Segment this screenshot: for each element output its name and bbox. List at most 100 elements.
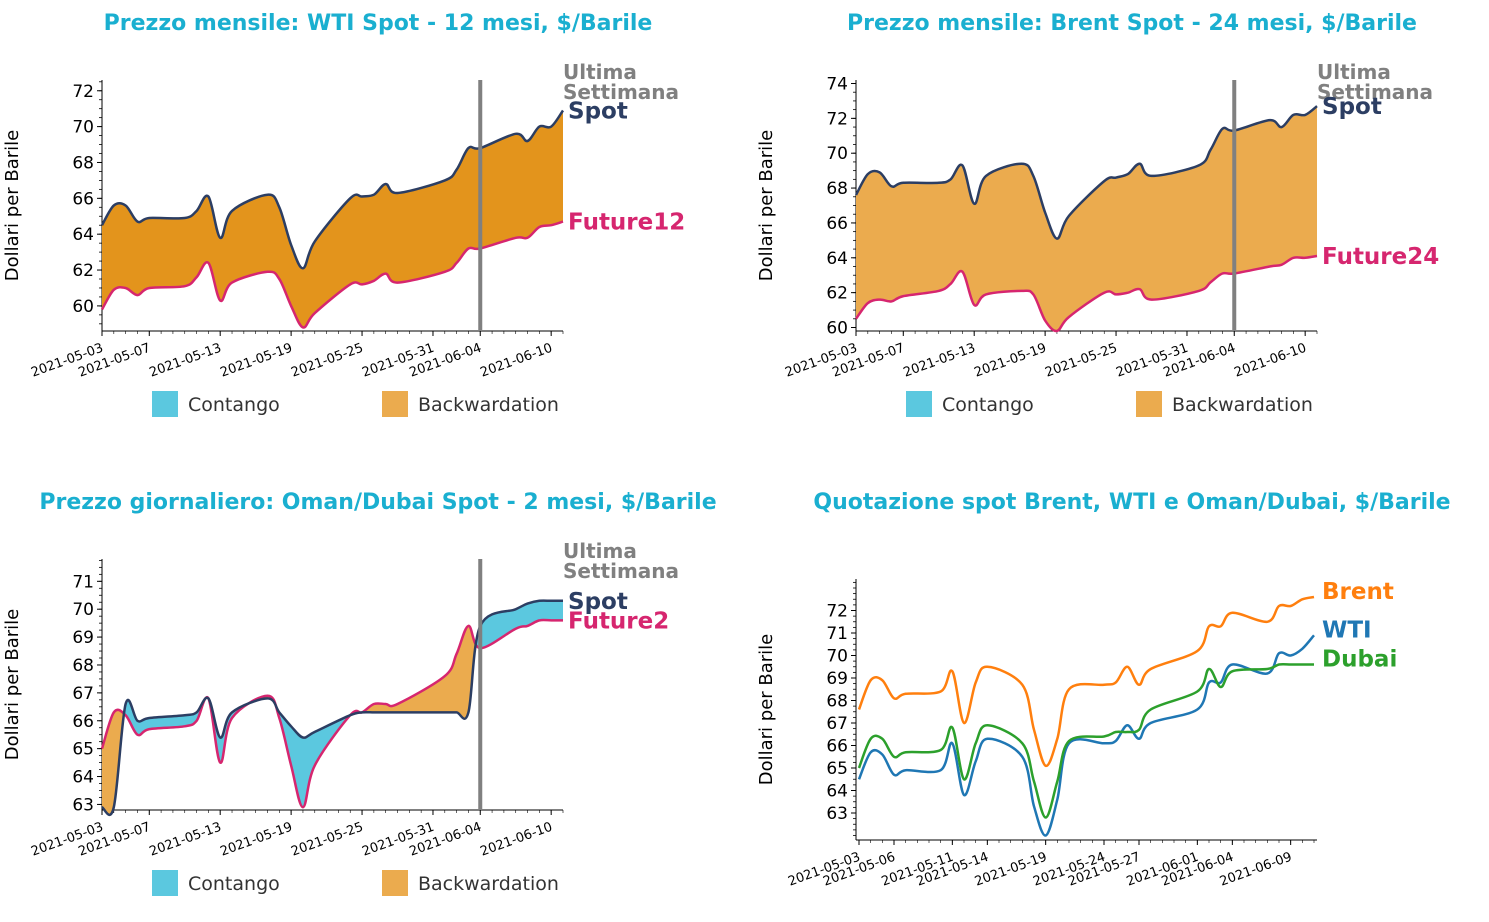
y-tick-label: 67 (826, 714, 848, 734)
y-tick-label: 66 (72, 712, 94, 732)
y-tick-label: 64 (826, 249, 848, 269)
y-tick-label: 68 (72, 656, 94, 676)
series-label-dubai: Dubai (1322, 647, 1397, 673)
x-tick-label: 2021-05-19 (218, 820, 294, 860)
series-line-brent (857, 595, 1315, 768)
legend-label-contango: Contango (188, 873, 280, 895)
y-tick-label: 65 (826, 759, 848, 779)
chart-title: Quotazione spot Brent, WTI e Oman/Dubai,… (813, 490, 1450, 515)
last-week-label: Ultima Settimana (563, 60, 679, 104)
legend-label-backwardation: Backwardation (418, 873, 559, 895)
legend-swatch-backwardation (382, 391, 408, 417)
x-tick-label: 2021-05-25 (289, 820, 365, 860)
y-tick-label: 64 (72, 225, 94, 245)
x-tick-label: 2021-06-10 (478, 341, 554, 381)
series-label-brent: Brent (1322, 579, 1394, 605)
y-tick-label: 60 (72, 297, 94, 317)
y-tick-label: 70 (826, 647, 848, 667)
y-tick-label: 72 (826, 109, 848, 129)
spot-series-label: Spot (568, 589, 628, 615)
spot-line (854, 105, 1318, 240)
legend-label-contango: Contango (188, 394, 280, 416)
chart-title: Prezzo mensile: WTI Spot - 12 mesi, $/Ba… (104, 11, 653, 36)
x-tick-label: 2021-05-13 (147, 820, 223, 860)
last-week-label-line1: Ultima (563, 60, 637, 84)
contango-area (102, 600, 563, 815)
spot-line (100, 109, 565, 270)
future-series-label: Future2 (568, 608, 669, 634)
x-tick-label: 2021-06-10 (478, 820, 554, 860)
y-axis-label: Dollari per Barile (2, 130, 23, 282)
y-tick-label: 72 (826, 602, 848, 622)
legend-swatch-contango (152, 391, 178, 417)
y-tick-label: 68 (826, 179, 848, 199)
y-tick-label: 71 (826, 624, 848, 644)
chart-title: Prezzo mensile: Brent Spot - 24 mesi, $/… (847, 11, 1417, 36)
spot-line (100, 599, 563, 817)
future-series-label: Future12 (568, 210, 685, 236)
y-tick-label: 70 (826, 144, 848, 164)
x-tick-label: 2021-05-25 (1043, 341, 1119, 381)
y-tick-label: 66 (826, 214, 848, 234)
legend-label-backwardation: Backwardation (418, 394, 559, 416)
x-tick-label: 2021-06-10 (1232, 341, 1308, 381)
y-tick-label: 62 (826, 284, 848, 304)
y-tick-label: 70 (72, 600, 94, 620)
series-label-wti: WTI (1322, 617, 1372, 643)
x-tick-label: 2021-05-25 (289, 341, 365, 381)
y-axis-label: Dollari per Barile (756, 130, 777, 282)
x-tick-label: 2021-05-19 (218, 341, 294, 381)
x-tick-label: 2021-05-19 (972, 341, 1048, 381)
series-line-dubai (857, 662, 1314, 819)
legend-swatch-backwardation (1136, 391, 1162, 417)
last-week-label-line2: Settimana (563, 80, 679, 104)
y-tick-label: 66 (72, 189, 94, 209)
x-tick-label: 2021-05-13 (147, 341, 223, 381)
last-week-label-line2: Settimana (563, 559, 679, 583)
y-tick-label: 69 (826, 669, 848, 689)
legend-swatch-contango (152, 870, 178, 896)
last-week-label: Ultima Settimana (1317, 60, 1433, 104)
chart-1: Prezzo mensile: WTI Spot - 12 mesi, $/Ba… (2, 11, 685, 417)
spot-series-label: Spot (568, 98, 628, 124)
y-tick-label: 62 (72, 261, 94, 281)
y-tick-label: 69 (72, 628, 94, 648)
future-line (854, 254, 1318, 333)
y-tick-label: 70 (72, 118, 94, 138)
last-week-label-line1: Ultima (1317, 60, 1391, 84)
last-week-label-line1: Ultima (563, 539, 637, 563)
y-tick-label: 65 (72, 740, 94, 760)
legend-label-contango: Contango (942, 394, 1034, 416)
y-tick-label: 68 (826, 692, 848, 712)
chart-title: Prezzo giornaliero: Oman/Dubai Spot - 2 … (39, 490, 716, 515)
chart-2: Prezzo mensile: Brent Spot - 24 mesi, $/… (756, 11, 1439, 417)
future-line (100, 618, 563, 809)
y-tick-label: 60 (826, 319, 848, 339)
x-tick-label: 2021-05-13 (901, 341, 977, 381)
y-axis-label: Dollari per Barile (2, 609, 23, 761)
future-line (100, 220, 564, 329)
y-tick-label: 63 (72, 795, 94, 815)
y-tick-label: 63 (826, 804, 848, 824)
y-tick-label: 72 (72, 82, 94, 102)
last-week-label: Ultima Settimana (563, 539, 679, 583)
y-axis-label: Dollari per Barile (756, 634, 777, 786)
legend-swatch-backwardation (382, 870, 408, 896)
y-tick-label: 68 (72, 153, 94, 173)
chart-4: Quotazione spot Brent, WTI e Oman/Dubai,… (756, 490, 1451, 890)
y-tick-label: 74 (826, 74, 848, 94)
legend-swatch-contango (906, 391, 932, 417)
y-tick-label: 71 (72, 572, 94, 592)
backwardation-area (856, 106, 1317, 332)
legend-label-backwardation: Backwardation (1172, 394, 1313, 416)
spot-series-label: Spot (1322, 94, 1382, 120)
series-line-wti (857, 634, 1315, 837)
future-series-label: Future24 (1322, 244, 1439, 270)
chart-3: Prezzo giornaliero: Oman/Dubai Spot - 2 … (2, 490, 717, 896)
y-tick-label: 67 (72, 684, 94, 704)
last-week-label-line2: Settimana (1317, 80, 1433, 104)
y-tick-label: 64 (826, 782, 848, 802)
y-tick-label: 66 (826, 737, 848, 757)
